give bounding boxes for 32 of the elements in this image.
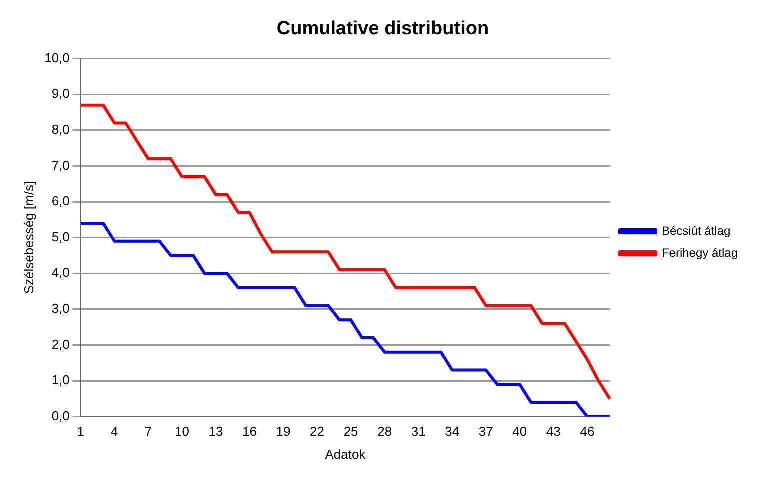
legend-label: Ferihegy átlag	[662, 246, 738, 260]
x-tick-label: 22	[310, 424, 325, 440]
y-tick-label: 8,0	[52, 122, 70, 137]
x-tick-label: 43	[546, 424, 561, 440]
chart-title: Cumulative distribution	[276, 18, 490, 40]
x-tick-label: 10	[174, 424, 190, 440]
y-tick-label: 4,0	[52, 265, 70, 280]
x-tick-label: 19	[276, 424, 291, 440]
y-tick-label: 0,0	[52, 408, 70, 424]
x-tick-label: 28	[378, 424, 392, 440]
y-tick-label: 10,0	[44, 50, 70, 66]
y-tick-label: 9,0	[52, 86, 70, 102]
y-axis-title: Szélsebesség [m/s]	[21, 181, 36, 294]
x-tick-label: 16	[242, 424, 257, 440]
y-tick-label: 6,0	[52, 194, 70, 209]
x-tick-label: 13	[208, 424, 224, 440]
y-tick-label: 3,0	[52, 300, 70, 316]
y-tick-label: 2,0	[52, 336, 70, 352]
x-tick-label: 31	[411, 424, 426, 440]
y-tick-label: 1,0	[52, 372, 70, 388]
legend-label: Bécsiút átlag	[662, 224, 731, 238]
x-tick-label: 40	[512, 424, 528, 440]
x-tick-label: 4	[111, 424, 118, 440]
x-tick-label: 25	[344, 424, 358, 440]
x-tick-label: 1	[77, 424, 85, 440]
x-tick-label: 37	[478, 424, 494, 440]
x-tick-label: 7	[144, 424, 152, 440]
x-tick-label: 46	[580, 424, 595, 440]
x-tick-label: 34	[445, 424, 460, 440]
y-tick-label: 7,0	[52, 158, 70, 173]
y-tick-label: 5,0	[52, 229, 70, 244]
x-axis-title: Adatok	[325, 446, 366, 462]
